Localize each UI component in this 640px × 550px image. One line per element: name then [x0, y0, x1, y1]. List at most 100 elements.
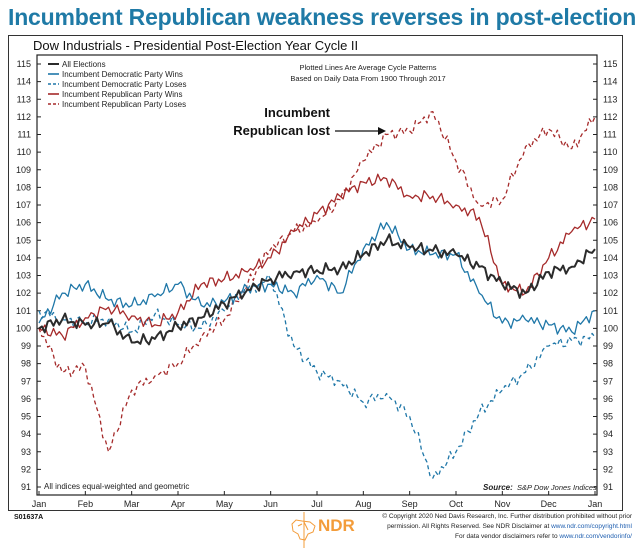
- y-tick-label: 91: [21, 482, 31, 492]
- x-tick-label: Jul: [311, 499, 323, 509]
- source-value: S&P Dow Jones Indices: [517, 483, 597, 492]
- y-tick-label: 105: [603, 235, 618, 245]
- y-tick-label: 114: [603, 77, 617, 87]
- y-tick-label: 110: [17, 147, 31, 157]
- series-line-all-elections: [38, 233, 596, 346]
- y-tick-label: 110: [603, 147, 617, 157]
- y-tick-label: 105: [16, 235, 31, 245]
- y-tick-label: 93: [21, 447, 31, 457]
- series-line-incumbent-democratic-party-loses: [38, 274, 596, 479]
- y-tick-label: 115: [603, 59, 617, 69]
- y-tick-label: 113: [603, 94, 617, 104]
- y-tick-label: 106: [16, 218, 31, 228]
- x-tick-label: Dec: [541, 499, 558, 509]
- chart-notes: Plotted Lines Are Average Cycle Patterns…: [44, 63, 597, 492]
- x-tick-label: Mar: [124, 499, 140, 509]
- x-tick-label: Sep: [402, 499, 418, 509]
- y-tick-label: 103: [16, 271, 31, 281]
- y-tick-label: 111: [603, 130, 617, 140]
- y-tick-label: 102: [603, 288, 618, 298]
- copyright-link[interactable]: www.ndr.com/copyright.html: [551, 523, 632, 530]
- y-tick-label: 102: [16, 288, 31, 298]
- legend-label: Incumbent Democratic Party Wins: [62, 70, 183, 79]
- chart-title: Dow Industrials - Presidential Post-Elec…: [33, 38, 359, 53]
- y-tick-label: 100: [16, 323, 31, 333]
- y-tick-label: 96: [21, 394, 31, 404]
- y-tick-label: 104: [16, 253, 31, 263]
- y-tick-label: 103: [603, 271, 618, 281]
- y-tick-label: 101: [16, 306, 31, 316]
- y-tick-label: 97: [21, 376, 31, 386]
- y-tick-label: 95: [603, 412, 613, 422]
- y-tick-label: 113: [17, 94, 31, 104]
- ndr-logo-text: NDR: [318, 516, 355, 535]
- y-tick-label: 98: [21, 359, 31, 369]
- series-line-incumbent-republican-party-wins: [38, 173, 596, 341]
- series-layer: [38, 110, 596, 479]
- y-tick-label: 109: [603, 165, 618, 175]
- vendor-disclaimer-text: For data vendor disclaimers refer to: [454, 533, 560, 540]
- annotation-text: Incumbent: [264, 105, 330, 120]
- methodology-note: All indices equal-weighted and geometric: [44, 482, 189, 491]
- chart-frame: [8, 35, 623, 511]
- x-tick-label: Oct: [449, 499, 464, 509]
- headline: Incumbent Republican weakness reverses i…: [8, 4, 640, 30]
- y-tick-label: 101: [603, 306, 618, 316]
- y-axis-right: 91 92 93 94 95 96 97 98 99 100 101 102 103 104 105 106 1…: [593, 59, 618, 492]
- y-tick-label: 106: [603, 218, 618, 228]
- x-tick-label: Apr: [171, 499, 185, 509]
- copyright-line-2: permission. All Rights Reserved. See NDR…: [387, 523, 552, 530]
- y-tick-label: 92: [21, 464, 31, 474]
- y-tick-label: 96: [603, 394, 613, 404]
- y-axis-left: 91 92 93 94 95 96 97 98 99 100 101 102 103 104 105 106 1…: [16, 59, 41, 492]
- copyright-notice: © Copyright 2020 Ned Davis Research, Inc…: [382, 512, 632, 542]
- y-tick-label: 112: [17, 112, 31, 122]
- y-tick-label: 108: [603, 182, 618, 192]
- y-tick-label: 94: [21, 429, 31, 439]
- y-tick-label: 99: [21, 341, 31, 351]
- series-line-incumbent-republican-party-loses: [38, 110, 596, 453]
- x-tick-label: Feb: [78, 499, 94, 509]
- copyright-line-1: © Copyright 2020 Ned Davis Research, Inc…: [382, 513, 632, 520]
- y-tick-label: 114: [17, 77, 31, 87]
- y-tick-label: 109: [16, 165, 31, 175]
- y-tick-label: 100: [603, 323, 618, 333]
- x-tick-label: Nov: [494, 499, 511, 509]
- vendor-info-link[interactable]: www.ndr.com/vendorinfo/: [559, 533, 632, 540]
- annotation-text: Republican lost: [233, 123, 330, 138]
- x-tick-label: Jan: [588, 499, 603, 509]
- x-tick-label: Jan: [32, 499, 47, 509]
- legend-label: Incumbent Democratic Party Loses: [62, 80, 187, 89]
- x-axis: Jan Feb Mar Apr May Jun Jul Aug Sep Oct Nov Dec Jan: [32, 491, 603, 509]
- y-tick-label: 112: [603, 112, 617, 122]
- y-tick-label: 108: [16, 182, 31, 192]
- y-tick-label: 104: [603, 253, 618, 263]
- y-tick-label: 91: [603, 482, 613, 492]
- chart-id: S01637A: [14, 514, 44, 521]
- x-tick-label: Aug: [355, 499, 371, 509]
- annotation-arrowhead-icon: [378, 127, 386, 135]
- legend-label: All Elections: [62, 60, 106, 69]
- source-label: Source:: [483, 483, 513, 492]
- y-tick-label: 115: [17, 59, 31, 69]
- legend-label: Incumbent Republican Party Loses: [62, 100, 186, 109]
- x-tick-label: Jun: [263, 499, 278, 509]
- y-tick-label: 111: [17, 130, 31, 140]
- chart-note: Plotted Lines Are Average Cycle Patterns: [299, 63, 436, 72]
- y-tick-label: 92: [603, 464, 613, 474]
- y-tick-label: 95: [21, 412, 31, 422]
- ndr-bull-bear-logo-icon: [291, 512, 316, 548]
- y-tick-label: 107: [603, 200, 618, 210]
- x-tick-label: May: [216, 499, 234, 509]
- chart-note: Based on Daily Data From 1900 Through 20…: [290, 74, 445, 83]
- legend-label: Incumbent Republican Party Wins: [62, 90, 183, 99]
- y-tick-label: 94: [603, 429, 613, 439]
- y-tick-label: 99: [603, 341, 613, 351]
- y-tick-label: 97: [603, 376, 613, 386]
- y-tick-label: 107: [16, 200, 31, 210]
- y-tick-label: 98: [603, 359, 613, 369]
- y-tick-label: 93: [603, 447, 613, 457]
- series-line-incumbent-democratic-party-wins: [38, 221, 596, 335]
